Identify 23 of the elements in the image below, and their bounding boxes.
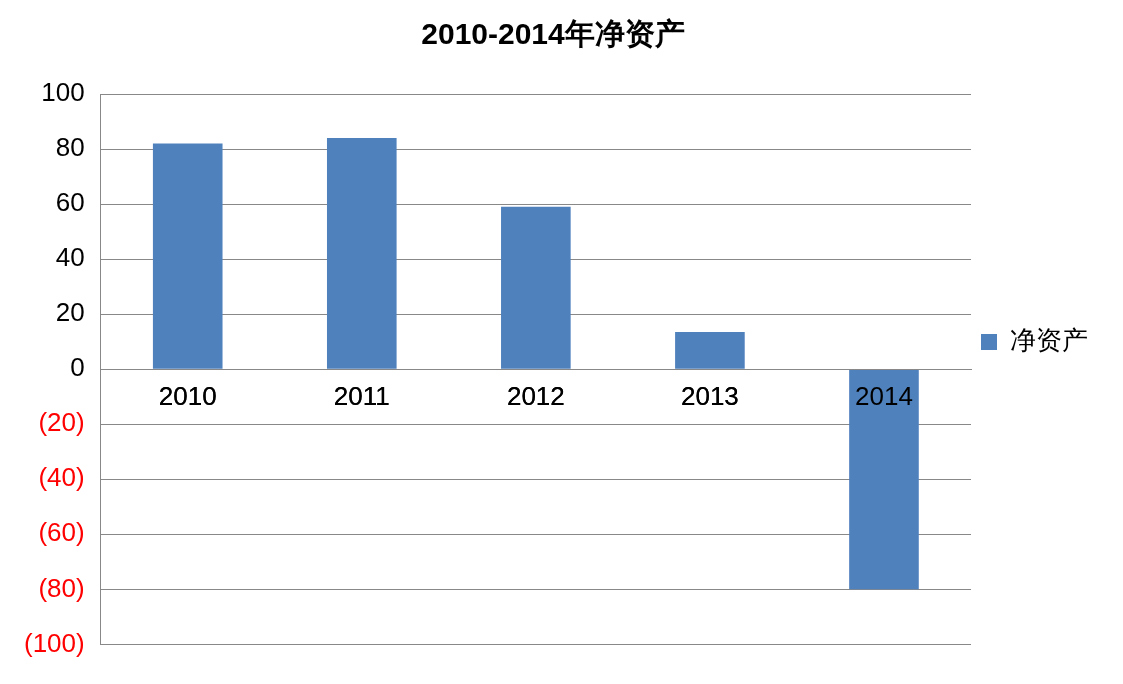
- y-tick-label: 40: [55, 242, 85, 273]
- y-tick-label: 0: [70, 352, 85, 383]
- bar: [501, 206, 571, 369]
- bar: [849, 369, 919, 590]
- x-tick-label: 2010: [158, 380, 217, 411]
- bar: [326, 138, 397, 369]
- bar: [675, 332, 745, 369]
- chart-title: 2010-2014年净资产: [421, 17, 685, 51]
- y-tick-label: (80): [38, 572, 85, 603]
- y-tick-label: 20: [55, 297, 85, 328]
- y-tick-label: 80: [55, 132, 85, 163]
- x-tick-label: 2014: [855, 380, 913, 411]
- x-tick-label: 2012: [506, 380, 565, 411]
- x-tick-label: 2013: [680, 380, 739, 411]
- y-tick-label: 100: [41, 77, 85, 108]
- x-tick-label: 2011: [333, 380, 390, 411]
- bar: [152, 143, 223, 369]
- legend-label: 净资产: [1010, 325, 1088, 356]
- y-tick-label: 60: [55, 187, 85, 218]
- y-tick-label: (40): [38, 462, 85, 493]
- y-tick-label: (60): [38, 517, 85, 548]
- y-tick-label: (20): [38, 407, 85, 438]
- y-tick-label: (100): [23, 627, 85, 658]
